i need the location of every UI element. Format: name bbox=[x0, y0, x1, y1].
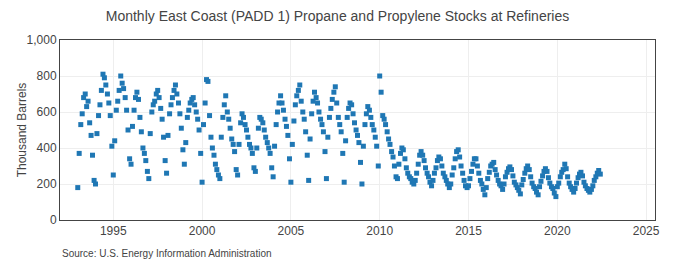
svg-text:2005: 2005 bbox=[278, 224, 305, 238]
svg-text:1995: 1995 bbox=[100, 224, 127, 238]
svg-text:600: 600 bbox=[37, 105, 57, 119]
svg-text:200: 200 bbox=[37, 177, 57, 191]
svg-text:Thousand Barrels: Thousand Barrels bbox=[15, 83, 29, 178]
svg-text:1,000: 1,000 bbox=[27, 33, 57, 47]
svg-text:2020: 2020 bbox=[544, 224, 571, 238]
svg-text:400: 400 bbox=[37, 141, 57, 155]
svg-text:2000: 2000 bbox=[189, 224, 216, 238]
svg-text:0: 0 bbox=[50, 213, 57, 227]
svg-text:Monthly East Coast (PADD 1) Pr: Monthly East Coast (PADD 1) Propane and … bbox=[106, 8, 570, 24]
svg-text:800: 800 bbox=[37, 69, 57, 83]
svg-text:2025: 2025 bbox=[633, 224, 660, 238]
svg-text:2010: 2010 bbox=[366, 224, 393, 238]
svg-text:2015: 2015 bbox=[455, 224, 482, 238]
svg-text:Source: U.S. Energy Informatio: Source: U.S. Energy Information Administ… bbox=[62, 248, 272, 259]
